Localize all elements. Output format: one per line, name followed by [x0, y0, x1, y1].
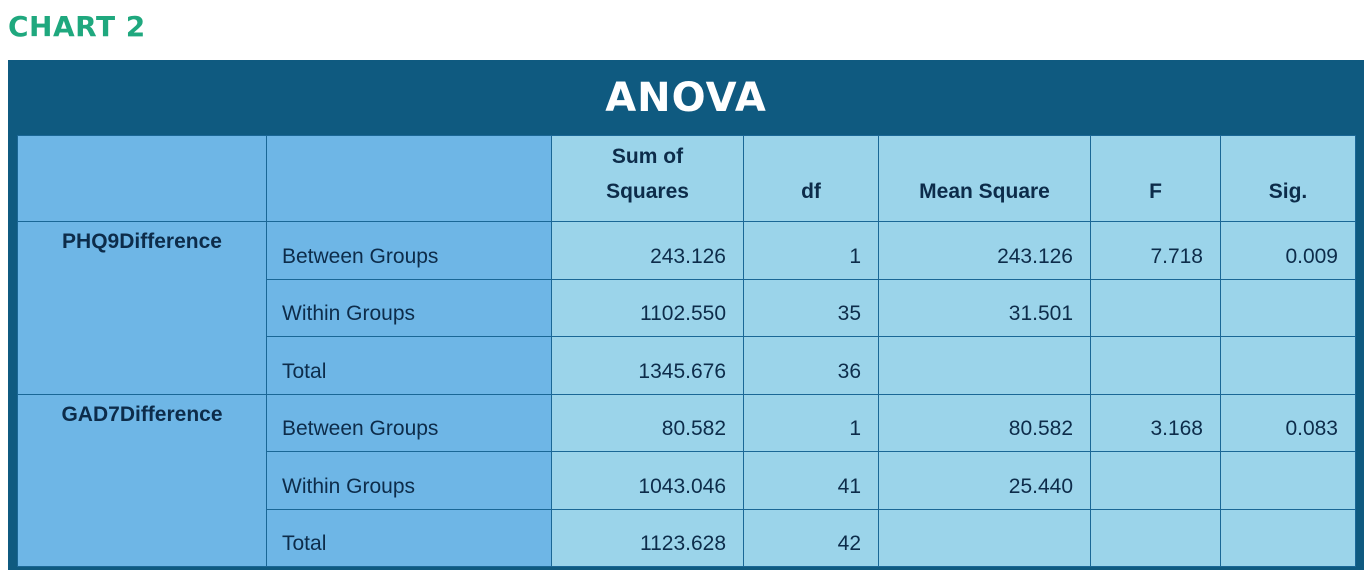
chart-title: CHART 2: [8, 10, 146, 43]
mean-square-cell: 25.440: [878, 451, 1091, 510]
table-title: ANOVA: [605, 74, 767, 121]
source-label: Total: [266, 336, 552, 395]
f-cell: [1090, 336, 1221, 395]
header-f: F: [1090, 135, 1221, 222]
header-mean-square: Mean Square: [878, 135, 1091, 222]
sum-of-squares-cell: 1102.550: [551, 278, 744, 337]
variable-name: GAD7Difference: [17, 393, 267, 567]
source-label: Between Groups: [266, 221, 552, 280]
df-cell: 42: [743, 508, 879, 567]
header-sum-of-squares-line1: Sum of: [611, 145, 684, 168]
anova-table: Sum of Squares df Mean Square F Sig. PHQ9…: [17, 135, 1356, 567]
source-label: Within Groups: [266, 278, 552, 337]
df-cell: 41: [743, 451, 879, 510]
df-cell: 1: [743, 393, 879, 452]
mean-square-cell: 31.501: [878, 278, 1091, 337]
mean-square-cell: [878, 336, 1091, 395]
header-sig: Sig.: [1220, 135, 1356, 222]
sum-of-squares-cell: 1123.628: [551, 508, 744, 567]
source-label: Total: [266, 508, 552, 567]
sig-cell: 0.009: [1220, 221, 1356, 280]
f-cell: [1090, 451, 1221, 510]
df-cell: 35: [743, 278, 879, 337]
table-row: GAD7Difference Between Groups 80.582 1 8…: [17, 393, 1356, 567]
mean-square-cell: 80.582: [878, 393, 1091, 452]
header-sum-of-squares-line2: Squares: [606, 180, 689, 203]
table-row: Within Groups 1102.550 35 31.501: [18, 278, 1356, 337]
f-cell: [1090, 278, 1221, 337]
sig-cell: 0.083: [1220, 393, 1356, 452]
anova-table-frame: ANOVA Sum of Squares df Mean Square F Sig…: [8, 60, 1364, 570]
f-cell: [1090, 508, 1221, 567]
source-label: Within Groups: [266, 451, 552, 510]
f-cell: 7.718: [1090, 221, 1221, 280]
table-row: Within Groups 1043.046 41 25.440: [18, 451, 1356, 510]
table-row: Total 1345.676 36: [18, 336, 1356, 395]
sum-of-squares-cell: 1345.676: [551, 336, 744, 395]
source-label: Between Groups: [266, 393, 552, 452]
header-df: df: [743, 135, 879, 222]
variable-name: PHQ9Difference: [17, 221, 267, 395]
table-row: Total 1123.628 42: [18, 508, 1356, 567]
table-row: PHQ9Difference Between Groups 243.126 1 …: [17, 221, 1356, 395]
f-cell: 3.168: [1090, 393, 1221, 452]
sig-cell: [1220, 451, 1356, 510]
sum-of-squares-cell: 243.126: [551, 221, 744, 280]
header-variable: [17, 135, 267, 222]
sig-cell: [1220, 278, 1356, 337]
header-sum-of-squares: Sum of Squares: [551, 135, 744, 222]
header-source: [266, 135, 552, 222]
sig-cell: [1220, 336, 1356, 395]
mean-square-cell: 243.126: [878, 221, 1091, 280]
mean-square-cell: [878, 508, 1091, 567]
sig-cell: [1220, 508, 1356, 567]
sum-of-squares-cell: 1043.046: [551, 451, 744, 510]
sum-of-squares-cell: 80.582: [551, 393, 744, 452]
header-row: Sum of Squares df Mean Square F Sig.: [17, 135, 1356, 222]
df-cell: 36: [743, 336, 879, 395]
df-cell: 1: [743, 221, 879, 280]
